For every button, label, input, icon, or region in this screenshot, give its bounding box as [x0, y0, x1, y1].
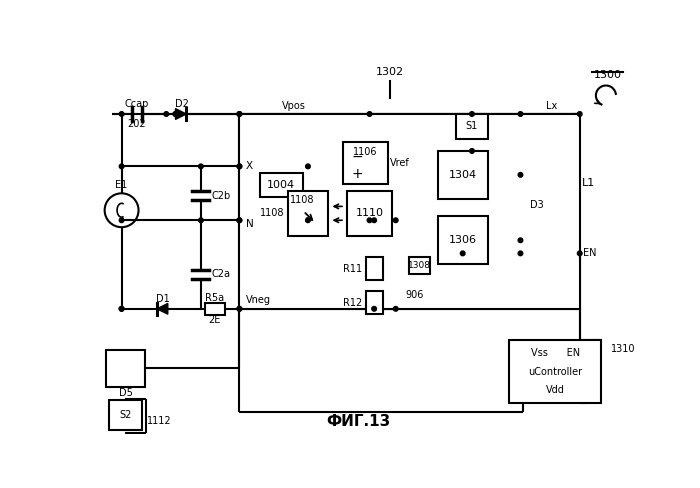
Circle shape [237, 112, 241, 116]
Circle shape [237, 164, 241, 169]
Text: 2E: 2E [209, 315, 221, 325]
Circle shape [199, 218, 203, 223]
Text: Vref: Vref [391, 158, 410, 168]
Text: Vdd: Vdd [546, 385, 564, 395]
Bar [108, 401, 142, 430]
Circle shape [237, 218, 241, 223]
Text: C2a: C2a [211, 269, 231, 279]
Bar [438, 151, 488, 199]
Text: S1: S1 [466, 122, 478, 131]
Text: 1110: 1110 [356, 208, 384, 218]
Text: Vneg: Vneg [246, 295, 271, 305]
Circle shape [518, 238, 523, 243]
Circle shape [578, 112, 582, 116]
Circle shape [470, 112, 475, 116]
Text: D5: D5 [118, 388, 132, 398]
Circle shape [372, 218, 377, 223]
Text: −: − [351, 150, 363, 164]
Circle shape [461, 251, 465, 256]
Circle shape [119, 306, 124, 311]
Circle shape [119, 218, 124, 223]
Circle shape [119, 112, 124, 116]
Circle shape [173, 112, 178, 116]
Text: 1308: 1308 [408, 261, 431, 270]
Bar [409, 257, 430, 274]
Bar [456, 114, 488, 139]
Circle shape [578, 251, 582, 256]
Text: 1106: 1106 [353, 147, 377, 157]
Bar [365, 291, 383, 314]
Text: 906: 906 [406, 290, 424, 300]
Circle shape [518, 112, 523, 116]
Text: 202: 202 [127, 119, 146, 129]
Text: D1: D1 [155, 294, 169, 304]
Text: 1108: 1108 [290, 195, 315, 205]
Circle shape [119, 306, 124, 311]
Circle shape [393, 306, 398, 311]
Circle shape [470, 149, 475, 153]
Text: R12: R12 [344, 298, 363, 307]
Circle shape [119, 164, 124, 169]
Circle shape [237, 218, 241, 223]
Text: N: N [246, 219, 253, 229]
Polygon shape [514, 198, 527, 212]
Text: Lx: Lx [546, 101, 557, 110]
Bar [347, 191, 392, 236]
Circle shape [393, 218, 398, 223]
Bar [438, 216, 488, 264]
Bar [344, 142, 388, 184]
Text: 1304: 1304 [449, 170, 477, 180]
Bar [106, 349, 145, 386]
Text: R5a: R5a [205, 293, 224, 303]
Polygon shape [176, 109, 186, 120]
Text: 1306: 1306 [449, 235, 477, 245]
Text: X: X [246, 162, 253, 171]
Text: 1004: 1004 [267, 180, 295, 190]
Text: C2b: C2b [211, 191, 231, 201]
Text: R11: R11 [344, 264, 363, 274]
Text: L1: L1 [582, 178, 595, 188]
Text: D2: D2 [175, 99, 188, 109]
Text: 1302: 1302 [375, 67, 404, 78]
Circle shape [518, 173, 523, 177]
Text: E1: E1 [116, 180, 127, 190]
Circle shape [237, 112, 241, 116]
Text: Ccap: Ccap [125, 99, 149, 109]
Text: ФИГ.13: ФИГ.13 [327, 414, 391, 429]
Text: +: + [351, 167, 363, 181]
Circle shape [237, 306, 241, 311]
Text: Vss      EN: Vss EN [531, 348, 580, 359]
Text: S2: S2 [119, 410, 132, 420]
Text: 1112: 1112 [147, 416, 172, 426]
Polygon shape [389, 278, 402, 293]
Bar [365, 257, 383, 280]
Circle shape [164, 112, 169, 116]
Text: EN: EN [583, 248, 596, 258]
Bar [260, 173, 302, 197]
Bar [239, 114, 580, 309]
Circle shape [173, 112, 178, 116]
Text: 1300: 1300 [594, 70, 622, 81]
Bar [204, 303, 225, 315]
Text: uController: uController [528, 367, 582, 377]
Circle shape [237, 164, 241, 169]
Polygon shape [157, 304, 168, 314]
Circle shape [306, 164, 310, 169]
Text: Vpos: Vpos [281, 102, 306, 111]
Circle shape [368, 112, 372, 116]
Text: 1108: 1108 [260, 207, 284, 218]
Bar [288, 191, 328, 236]
Circle shape [306, 218, 310, 223]
Text: D3: D3 [530, 200, 543, 210]
Circle shape [518, 251, 523, 256]
Bar [509, 340, 601, 403]
Polygon shape [118, 358, 132, 372]
Circle shape [199, 164, 203, 169]
Text: 1310: 1310 [610, 344, 635, 354]
Circle shape [368, 218, 372, 223]
Circle shape [237, 306, 241, 311]
Circle shape [372, 306, 377, 311]
